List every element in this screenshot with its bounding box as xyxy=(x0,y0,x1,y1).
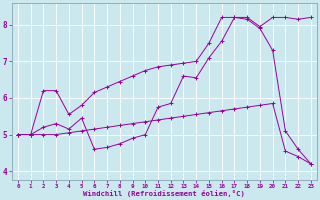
X-axis label: Windchill (Refroidissement éolien,°C): Windchill (Refroidissement éolien,°C) xyxy=(84,190,245,197)
